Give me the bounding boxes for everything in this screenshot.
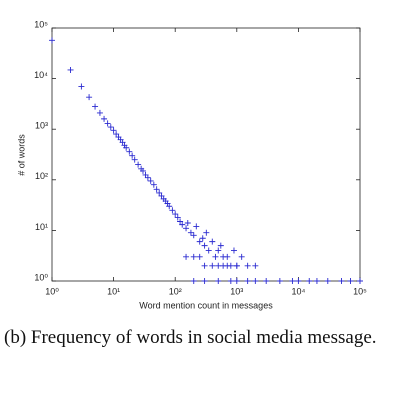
point	[196, 253, 203, 260]
y-tick-label: 10³	[35, 121, 48, 131]
point	[177, 218, 184, 225]
point	[217, 242, 224, 249]
point	[101, 115, 108, 122]
point	[96, 109, 103, 116]
y-tick-label: 10⁰	[34, 272, 48, 282]
point	[166, 203, 173, 210]
point	[190, 278, 197, 284]
point	[169, 207, 176, 214]
point	[201, 242, 208, 249]
plot-frame	[51, 27, 361, 282]
x-tick-label: 10⁵	[353, 286, 367, 296]
point	[139, 167, 146, 174]
point	[49, 37, 55, 44]
point	[92, 103, 99, 110]
point	[276, 278, 283, 284]
point	[104, 120, 111, 127]
point	[289, 278, 296, 284]
point	[147, 177, 154, 184]
y-tick-label: 10⁴	[34, 70, 48, 80]
point	[209, 238, 216, 245]
chart: Word mention count in messages # of word…	[16, 19, 367, 310]
point	[199, 235, 206, 242]
point	[205, 247, 212, 254]
point	[107, 124, 114, 131]
point	[244, 278, 251, 284]
point	[324, 278, 331, 284]
point	[190, 253, 197, 260]
point	[313, 278, 320, 284]
figure-caption: (b) Frequency of words in social media m…	[4, 327, 377, 348]
point	[153, 186, 160, 193]
point	[179, 221, 186, 228]
point	[252, 278, 259, 284]
point	[295, 278, 302, 284]
point	[129, 152, 136, 159]
x-tick-label: 10⁰	[45, 286, 59, 296]
point	[193, 223, 200, 230]
point	[184, 220, 191, 227]
point	[306, 278, 313, 284]
point	[238, 253, 245, 260]
point	[215, 247, 222, 254]
point	[201, 262, 208, 269]
x-tick-label: 10²	[169, 286, 182, 296]
point	[347, 278, 354, 284]
point	[78, 83, 85, 90]
point	[110, 127, 117, 134]
point	[209, 262, 216, 269]
point	[263, 278, 270, 284]
point	[338, 278, 345, 284]
point	[172, 211, 179, 218]
point	[196, 238, 203, 245]
y-axis-label: # of words	[16, 134, 26, 176]
point	[131, 156, 138, 163]
point	[215, 278, 222, 284]
point	[144, 174, 151, 181]
x-axis-label: Word mention count in messages	[139, 300, 273, 310]
point	[224, 253, 231, 260]
point	[86, 94, 93, 101]
point	[174, 214, 181, 221]
point	[183, 225, 190, 232]
point	[212, 253, 219, 260]
point	[67, 66, 74, 73]
point	[183, 253, 190, 260]
y-tick-label: 10⁵	[34, 19, 48, 29]
point	[203, 229, 210, 236]
point	[252, 262, 259, 269]
x-tick-label: 10⁴	[291, 286, 305, 296]
point	[126, 148, 133, 155]
point	[123, 144, 130, 151]
point	[233, 262, 240, 269]
point	[224, 262, 231, 269]
y-tick-label: 10²	[35, 171, 48, 181]
point	[233, 278, 240, 284]
point	[190, 232, 197, 239]
x-tick-label: 10¹	[107, 286, 120, 296]
point	[244, 262, 251, 269]
point	[230, 247, 237, 254]
point	[187, 229, 194, 236]
point	[135, 161, 142, 168]
x-tick-label: 10³	[230, 286, 243, 296]
y-tick-label: 10¹	[35, 222, 48, 232]
point	[201, 278, 208, 284]
point	[227, 278, 234, 284]
point	[357, 278, 363, 284]
point	[150, 181, 157, 188]
